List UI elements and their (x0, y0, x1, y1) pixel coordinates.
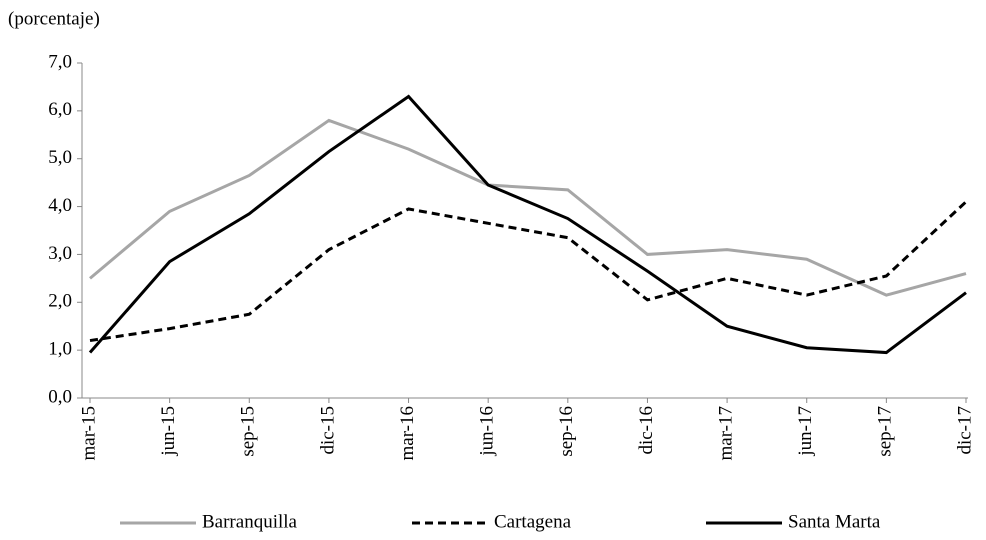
x-tick-label: dic-17 (954, 406, 975, 455)
series-line (89, 118, 967, 297)
y-tick-label: 0,0 (48, 386, 72, 407)
series-line (89, 200, 968, 343)
y-tick-label: 4,0 (48, 195, 72, 216)
x-tick-label: jun-15 (158, 406, 179, 457)
y-tick-label: 1,0 (48, 339, 72, 360)
y-tick-label: 5,0 (48, 147, 72, 168)
x-tick-label: mar-17 (715, 406, 736, 461)
x-tick-label: sep-16 (556, 406, 577, 457)
x-tick-label: sep-15 (238, 406, 259, 457)
x-tick-label: mar-16 (397, 406, 418, 461)
legend-label: Cartagena (494, 511, 572, 532)
y-tick-label: 6,0 (48, 99, 72, 120)
y-tick-label: 7,0 (48, 51, 72, 72)
x-tick-label: jun-16 (477, 406, 498, 457)
x-tick-label: dic-15 (317, 406, 338, 455)
legend-label: Barranquilla (202, 511, 298, 532)
y-tick-label: 3,0 (48, 243, 72, 264)
x-tick-label: mar-15 (78, 406, 99, 461)
x-tick-label: sep-17 (875, 406, 896, 457)
x-tick-label: dic-16 (636, 406, 657, 455)
y-tick-label: 2,0 (48, 291, 72, 312)
legend-label: Santa Marta (788, 511, 881, 532)
y-axis-label: (porcentaje) (8, 8, 100, 29)
x-tick-label: jun-17 (795, 406, 816, 457)
series-line (88, 94, 967, 355)
